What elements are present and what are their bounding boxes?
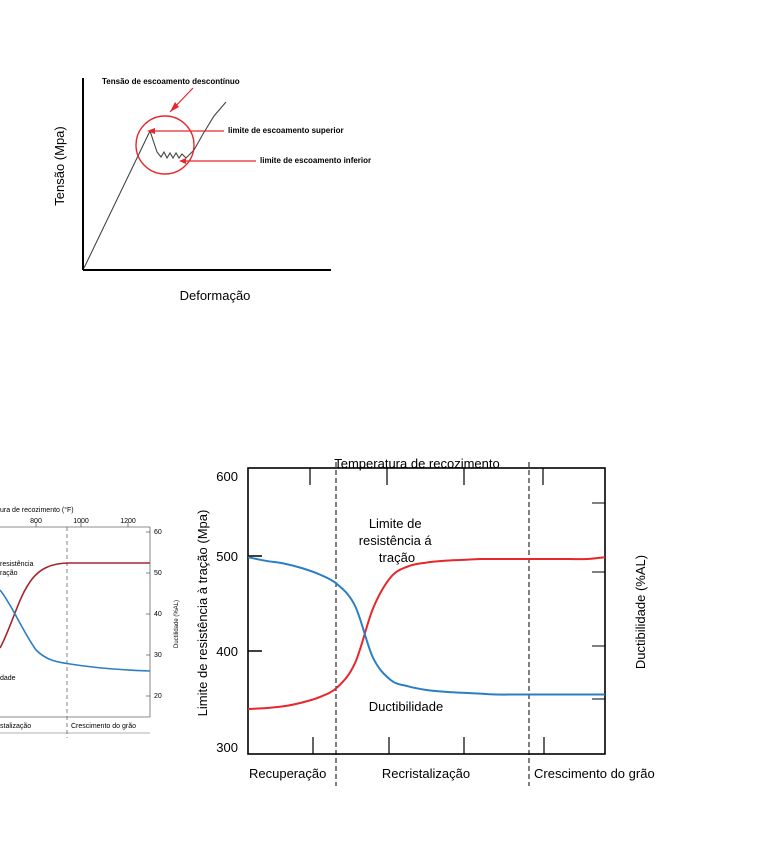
stress-strain-curve: [83, 101, 227, 269]
region-label-recrystallization: Recristalização: [382, 766, 470, 781]
cropped-ductility-label: dade: [0, 675, 16, 682]
y-axis-label: Tensão (Mpa): [52, 126, 67, 205]
cropped-right-tick-label-40: 40: [154, 611, 162, 618]
strength-series-label-line-2: resistência á: [359, 533, 433, 548]
cropped-right-tick-label-60: 60: [154, 529, 162, 536]
cropped-right-tick-label-50: 50: [154, 570, 162, 577]
strength-curve: [247, 556, 606, 710]
cropped-right-tick-label-30: 30: [154, 652, 162, 659]
lower-pointer-arrowhead: [179, 158, 186, 164]
cropped-top-label: ura de recozimento (°F): [0, 506, 74, 514]
top-axis-label: Temperatura de recozimento: [334, 456, 499, 471]
cropped-ductility-curve: [0, 589, 151, 672]
circle-annotation: Tensão de escoamento descontínuo: [102, 77, 240, 86]
upper-pointer-arrowhead: [147, 128, 155, 134]
cropped-strength-label-2: ração: [0, 570, 18, 577]
top-x-ticks: [309, 468, 544, 485]
y-tick-label-400: 400: [216, 644, 238, 659]
strength-series-label-line-1: Limite de: [369, 516, 422, 531]
ductility-series-label: Ductibilidade: [369, 699, 443, 714]
cropped-right-tick-label-20: 20: [154, 693, 162, 700]
y-axis-label: Limite de resistência à tração (Mpa): [195, 510, 210, 717]
ductility-curve: [247, 556, 605, 696]
cropped-top-tick-label-1200: 1200: [120, 518, 136, 525]
lower-yield-annotation: limite de escoamento inferior: [260, 156, 371, 165]
cropped-region-label-recrystallization: stalização: [0, 723, 31, 730]
annealing-chart: 600 500 400 300 Temperatura de recozimen…: [195, 456, 655, 786]
cropped-strength-curve: [0, 562, 150, 649]
left-y-ticks: 600 500 400 300: [216, 469, 262, 755]
plot-frame: [247, 467, 606, 755]
upper-yield-annotation: limite de escoamento superior: [228, 126, 344, 135]
cropped-top-tick-label-800: 800: [30, 518, 42, 525]
cropped-right-ticks: 60 50 40 30 20: [146, 529, 162, 700]
y-tick-label-600: 600: [216, 469, 238, 484]
cropped-right-axis-label: Ductilidade (%AL): [174, 600, 180, 648]
y2-axis-label: Ductibilidade (%AL): [633, 555, 648, 669]
cropped-strength-label-1: resistência: [0, 561, 34, 568]
strength-series-label-line-3: tração: [379, 550, 415, 565]
yield-circle: [135, 115, 195, 175]
bottom-x-ticks: [312, 737, 545, 754]
y-tick-label-500: 500: [216, 549, 238, 564]
x-axis-label: Deformação: [180, 288, 251, 303]
series-layer: [247, 556, 606, 710]
region-label-recovery: Recuperação: [249, 766, 326, 781]
y-tick-label-300: 300: [216, 740, 238, 755]
strength-series-label: Limite de resistência á tração: [359, 516, 436, 565]
circle-pointer-arrowhead: [170, 102, 179, 112]
cropped-annealing-chart: ura de recozimento (°F) 800 1000 1200 60…: [0, 506, 180, 738]
cropped-region-label-growth: Crescimento do grão: [71, 723, 136, 730]
region-label-grain-growth: Crescimento do grão: [534, 766, 655, 781]
stress-strain-chart: Tensão de escoamento descontínuo limite …: [52, 77, 371, 303]
cropped-top-tick-label-1000: 1000: [73, 518, 89, 525]
right-y-ticks: [592, 502, 605, 700]
